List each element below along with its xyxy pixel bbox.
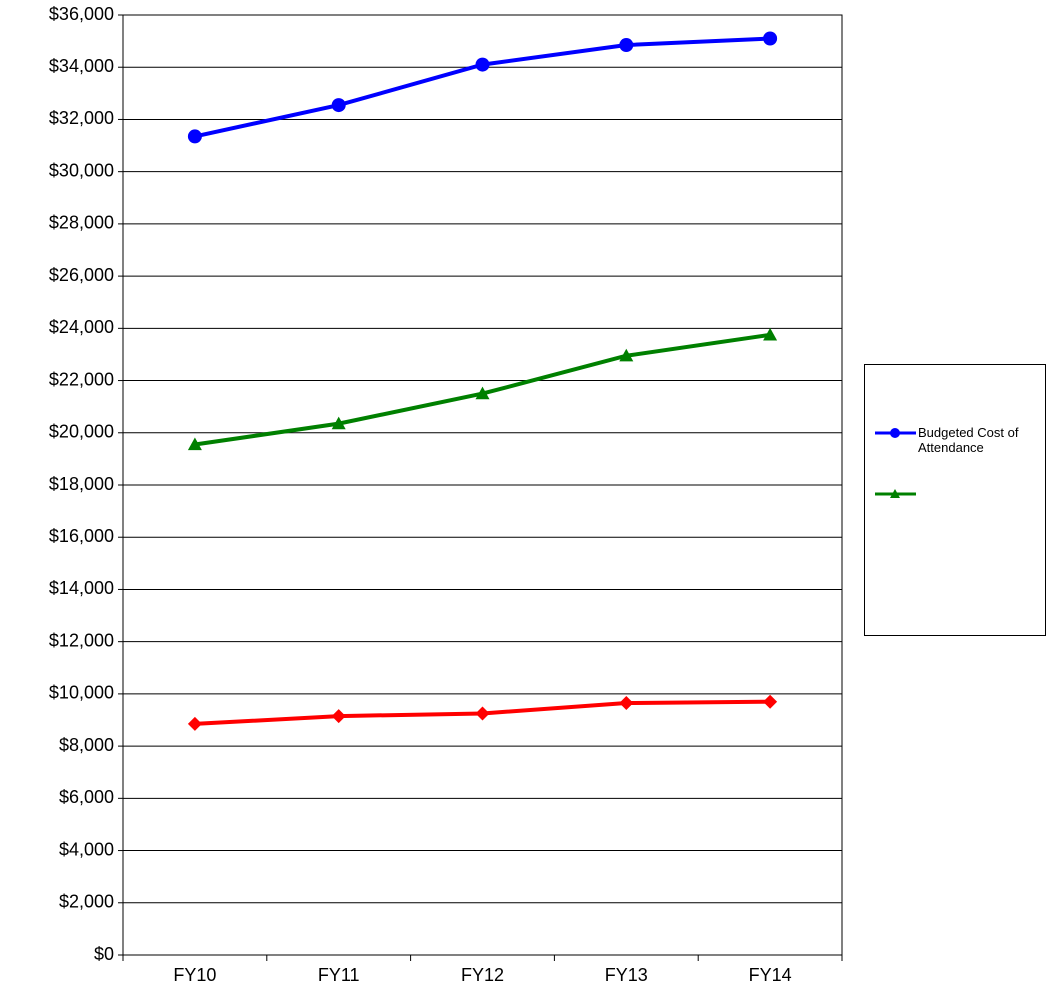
marker: [475, 706, 490, 721]
marker: [331, 98, 346, 113]
marker: [890, 428, 900, 438]
y-tick-label: $20,000: [49, 422, 114, 442]
legend-swatch: [875, 428, 916, 438]
y-tick-label: $34,000: [49, 56, 114, 76]
marker: [619, 348, 634, 362]
y-tick-label: $10,000: [49, 683, 114, 703]
marker: [763, 694, 778, 709]
marker: [763, 327, 778, 341]
legend-label: Budgeted Cost of Attendance: [918, 425, 1019, 455]
y-tick-label: $24,000: [49, 317, 114, 337]
y-tick-label: $2,000: [59, 892, 114, 912]
marker: [187, 129, 202, 144]
y-tick-label: $6,000: [59, 787, 114, 807]
y-tick-label: $12,000: [49, 630, 114, 650]
marker: [475, 386, 490, 400]
plot-border: [122, 14, 843, 956]
y-tick-label: $22,000: [49, 369, 114, 389]
marker: [187, 437, 202, 451]
y-tick-label: $26,000: [49, 265, 114, 285]
x-tick-label: FY14: [749, 965, 792, 985]
y-tick-label: $18,000: [49, 474, 114, 494]
y-tick-label: $14,000: [49, 578, 114, 598]
y-tick-label: $0: [94, 944, 114, 964]
series-line: [194, 36, 771, 139]
y-tick-label: $4,000: [59, 839, 114, 859]
x-tick-label: FY10: [173, 965, 216, 985]
marker: [763, 31, 778, 46]
marker: [331, 416, 346, 430]
legend-swatch: [875, 489, 916, 498]
marker: [475, 57, 490, 72]
y-tick-label: $32,000: [49, 108, 114, 128]
marker: [331, 709, 346, 724]
x-tick-label: FY11: [318, 965, 360, 985]
x-tick-label: FY13: [605, 965, 648, 985]
x-tick-label: FY12: [461, 965, 504, 985]
marker: [187, 716, 202, 731]
y-tick-label: $30,000: [49, 160, 114, 180]
marker: [890, 489, 900, 498]
legend: Budgeted Cost of Attendance: [864, 364, 1046, 636]
marker: [619, 38, 634, 53]
y-tick-label: $36,000: [49, 4, 114, 24]
y-tick-label: $16,000: [49, 526, 114, 546]
y-tick-label: $8,000: [59, 735, 114, 755]
marker: [619, 696, 634, 711]
y-tick-label: $28,000: [49, 213, 114, 233]
